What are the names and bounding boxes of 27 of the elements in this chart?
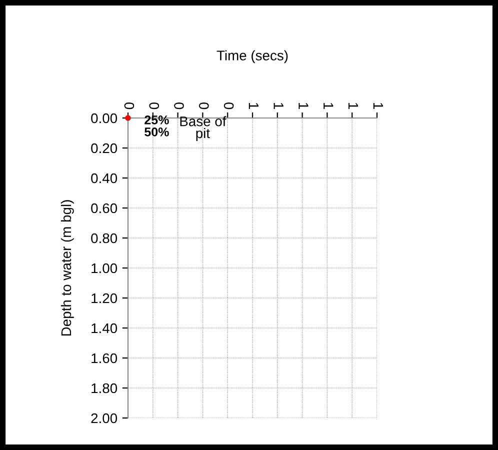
y-tick-label: 0.60: [91, 203, 118, 214]
x-tick-label: 1: [348, 103, 358, 109]
annotation: 50%: [144, 128, 169, 136]
x-tick-label: 1: [298, 103, 308, 109]
x-tick-label: 0: [174, 102, 184, 110]
x-tick-label: 1: [248, 103, 258, 109]
y-tick-label: 1.60: [92, 353, 118, 364]
y-tick-label: 1.40: [92, 323, 118, 334]
x-tick-label: 0: [124, 102, 134, 110]
y-tick-label: 0.00: [91, 113, 118, 124]
y-tick-label: 0.80: [91, 233, 118, 244]
annotation: Base of pit: [180, 116, 226, 141]
x-tick-label: 1: [373, 103, 383, 109]
y-tick-label: 2.00: [91, 413, 118, 424]
x-tick-label: 0: [198, 102, 209, 110]
x-tick-label: 1: [274, 103, 284, 109]
x-axis-title: Time (secs): [216, 50, 288, 64]
y-tick-label: 1.80: [92, 383, 118, 394]
y-tick-label: 0.20: [91, 143, 118, 154]
y-tick-label: 0.40: [91, 173, 118, 184]
y-tick-label: 1.20: [92, 293, 118, 304]
x-tick-label: 0: [149, 102, 160, 110]
x-tick-label: 0: [224, 102, 234, 110]
x-tick-label: 1: [324, 103, 334, 109]
annotation: 25%: [144, 116, 169, 124]
y-tick-label: 1.00: [92, 263, 118, 274]
y-axis-title: Depth to water (m bgl): [60, 200, 74, 336]
